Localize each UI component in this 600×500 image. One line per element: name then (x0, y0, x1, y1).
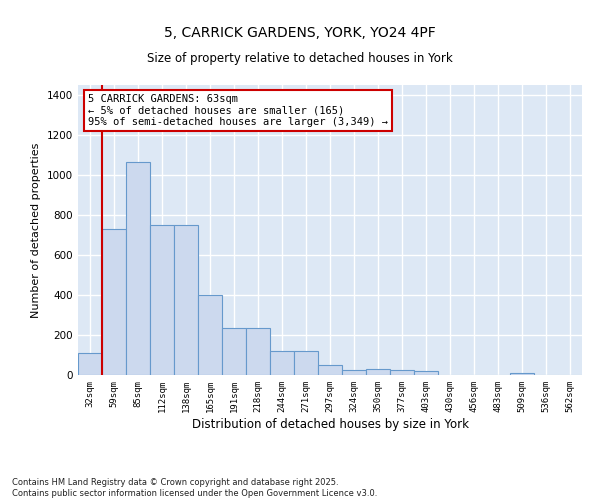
Bar (222, 328, 246, 375)
Bar (294, 351, 318, 375)
Bar (174, 225, 198, 375)
Bar (414, 371, 438, 375)
Bar (510, 373, 534, 375)
Bar (342, 370, 366, 375)
X-axis label: Distribution of detached houses by size in York: Distribution of detached houses by size … (191, 418, 469, 430)
Bar (366, 369, 390, 375)
Bar (126, 162, 150, 375)
Bar (246, 328, 270, 375)
Bar (150, 225, 174, 375)
Bar (102, 229, 126, 375)
Bar (318, 365, 342, 375)
Text: Contains HM Land Registry data © Crown copyright and database right 2025.
Contai: Contains HM Land Registry data © Crown c… (12, 478, 377, 498)
Bar (78, 353, 102, 375)
Text: Size of property relative to detached houses in York: Size of property relative to detached ho… (147, 52, 453, 65)
Text: 5 CARRICK GARDENS: 63sqm
← 5% of detached houses are smaller (165)
95% of semi-d: 5 CARRICK GARDENS: 63sqm ← 5% of detache… (88, 94, 388, 127)
Bar (390, 370, 414, 375)
Text: 5, CARRICK GARDENS, YORK, YO24 4PF: 5, CARRICK GARDENS, YORK, YO24 4PF (164, 26, 436, 40)
Bar (198, 295, 222, 375)
Bar (270, 351, 294, 375)
Y-axis label: Number of detached properties: Number of detached properties (31, 142, 41, 318)
